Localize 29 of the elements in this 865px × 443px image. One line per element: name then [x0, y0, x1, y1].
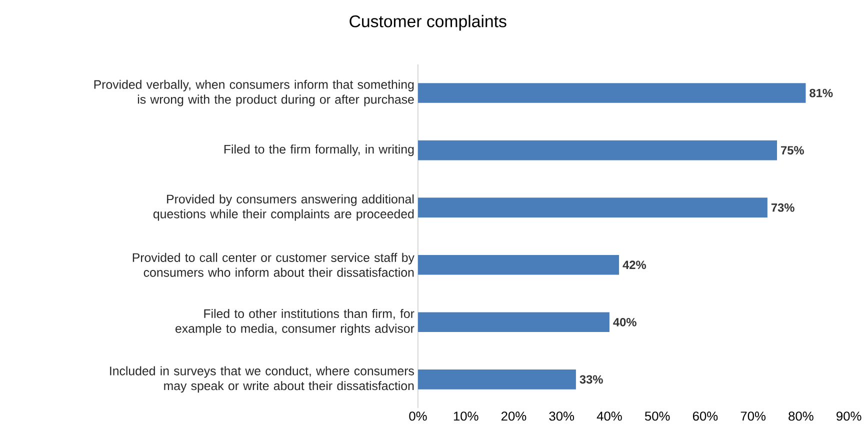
- bar: [418, 255, 620, 275]
- data-label: 42%: [622, 260, 646, 270]
- bar: [418, 370, 576, 390]
- x-tick-label: 30%: [549, 412, 574, 421]
- bar: [418, 198, 768, 218]
- y-tick-label: Provided by consumers answering additional questions while their complaints are proceeded: [153, 194, 414, 221]
- data-label: 73%: [771, 204, 794, 212]
- y-tick-label: Provided to call center or customer service staff by consumers who inform about their dissatisfaction: [132, 253, 414, 277]
- y-tick-label: Included in surveys that we conduct, where consumers may speak or write about their dissatisfaction: [110, 366, 414, 393]
- x-tick-label: 10%: [454, 412, 478, 421]
- x-tick-label: 0%: [409, 412, 427, 421]
- x-tick-label: 40%: [596, 412, 622, 421]
- y-tick-label: Provided verbally, when consumers inform that something is wrong with the product during or after purchase: [94, 80, 414, 106]
- data-label: 40%: [613, 318, 636, 326]
- x-tick-label: 70%: [740, 412, 766, 421]
- chart-title: Customer complaints: [350, 15, 506, 31]
- data-label: 81%: [810, 88, 833, 98]
- x-tick-label: 80%: [788, 412, 814, 421]
- x-tick-label: 60%: [692, 412, 718, 421]
- y-tick-label: Filed to other institutions than firm, for example to media, consumer rights advisor: [176, 309, 414, 336]
- x-tick-label: 90%: [836, 412, 862, 421]
- bar: [418, 312, 610, 332]
- data-label: 75%: [781, 146, 804, 155]
- bar: [418, 140, 778, 160]
- data-label: 33%: [580, 375, 603, 384]
- bar: [418, 83, 806, 104]
- y-tick-label: Filed to the firm formally, in writing: [224, 144, 414, 156]
- x-tick-label: 20%: [501, 412, 526, 421]
- x-tick-label: 50%: [644, 412, 670, 421]
